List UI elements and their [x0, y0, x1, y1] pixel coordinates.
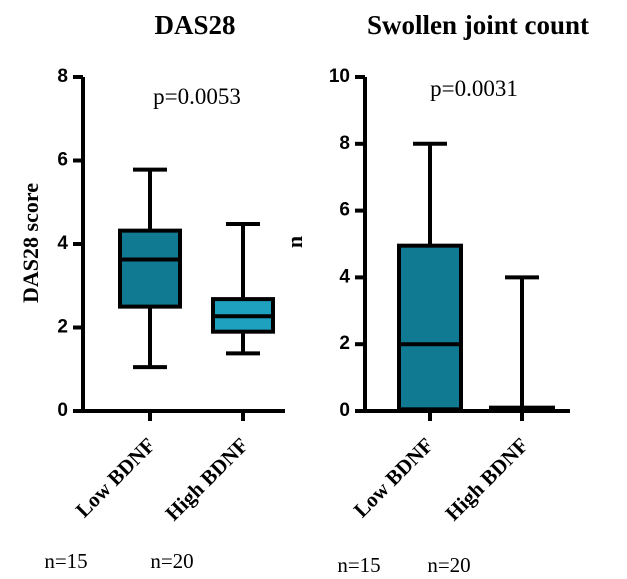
box [397, 243, 463, 412]
y-axis-label-das28: DAS28 score [18, 183, 43, 303]
y-tick-label: 0 [57, 400, 68, 421]
x-tick-label-high-bdnf: High BDNF [160, 433, 252, 525]
y-ticks-swollen-joint-count: 0 2 4 6 8 10 [329, 66, 365, 421]
y-tick-label: 6 [57, 150, 68, 171]
y-axis-label-swollen-joint-count: n [282, 236, 307, 248]
boxes-das28 [118, 167, 275, 370]
chart-title-das28: DAS28 [154, 10, 235, 40]
count-low-bdnf: n=15 [44, 549, 87, 573]
box [118, 228, 182, 309]
count-high-bdnf: n=20 [427, 553, 470, 577]
y-ticks-das28: 0 2 4 6 8 [57, 66, 83, 421]
x-tick-label-high-bdnf: High BDNF [440, 433, 532, 525]
panel-das28: DAS28 DAS28 score p=0.0053 0 2 4 6 8 Low BDN… [18, 10, 285, 573]
axes-swollen-joint-count [363, 77, 570, 421]
y-tick-label: 8 [339, 133, 350, 154]
p-value-swollen-joint-count: p=0.0031 [430, 76, 518, 101]
boxes-swollen-joint-count [397, 141, 555, 414]
y-tick-label: 2 [57, 317, 68, 338]
y-tick-label: 10 [329, 66, 350, 87]
p-value-das28: p=0.0053 [153, 84, 241, 109]
axes-das28 [81, 77, 285, 421]
y-tick-label: 0 [339, 400, 350, 421]
y-tick-label: 6 [339, 200, 350, 221]
count-low-bdnf: n=15 [337, 553, 380, 577]
y-tick-label: 4 [339, 266, 350, 287]
y-tick-label: 2 [339, 333, 350, 354]
panel-swollen-joint-count: Swollen joint count n p=0.0031 0 2 4 6 8 10 L… [282, 10, 589, 577]
chart-title-swollen-joint-count: Swollen joint count [367, 10, 589, 40]
y-tick-label: 4 [57, 233, 68, 254]
y-tick-label: 8 [57, 66, 68, 87]
x-tick-label-low-bdnf: Low BDNF [349, 433, 438, 522]
count-high-bdnf: n=20 [150, 549, 193, 573]
x-tick-label-low-bdnf: Low BDNF [71, 433, 160, 522]
